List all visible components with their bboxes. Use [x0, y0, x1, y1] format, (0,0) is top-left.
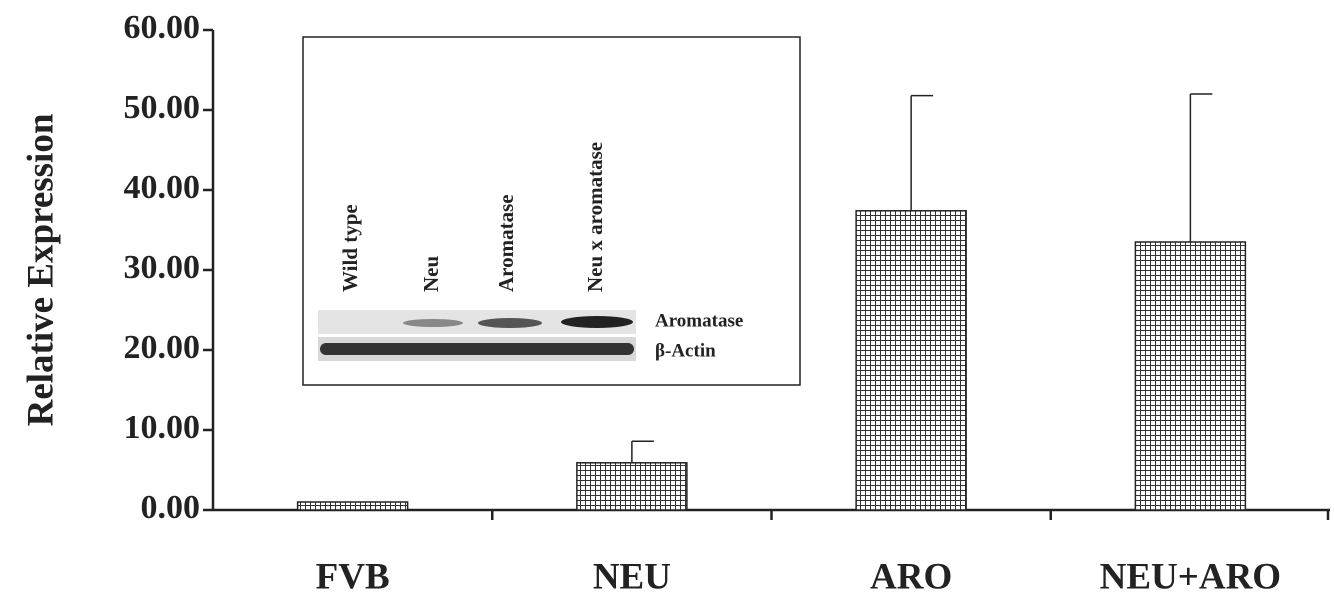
y-tick-label: 50.00: [124, 89, 201, 126]
blot-band: [320, 343, 634, 355]
x-tick-label: ARO: [870, 556, 952, 597]
lane-label: Neu: [419, 256, 443, 292]
row-label: β-Actin: [655, 340, 716, 361]
y-axis-label: Relative Expression: [20, 113, 61, 426]
blot-band: [561, 316, 633, 328]
y-tick-label: 30.00: [124, 249, 201, 286]
bar: [577, 463, 687, 510]
y-tick-label: 10.00: [124, 409, 201, 446]
bar: [298, 502, 408, 510]
y-tick-label: 40.00: [124, 169, 201, 206]
lane-label: Wild type: [338, 204, 362, 292]
chart: Relative Expression Wild type Neu Aromatas…: [0, 0, 1334, 599]
blot-band: [478, 318, 542, 328]
row-label: Aromatase: [655, 310, 743, 331]
x-tick-label: FVB: [316, 556, 390, 597]
y-tick-label: 60.00: [124, 9, 201, 46]
inset-blot: Wild type Neu Aromatase Neu x aromatase Arom…: [303, 37, 800, 385]
y-tick-label: 20.00: [124, 329, 201, 366]
bar: [1135, 242, 1245, 510]
lane-label: Aromatase: [494, 194, 518, 292]
x-tick-label: NEU+ARO: [1100, 556, 1281, 597]
bar: [856, 211, 966, 510]
blot-band: [403, 319, 463, 327]
lane-label: Neu x aromatase: [583, 142, 607, 292]
x-tick-label: NEU: [593, 556, 671, 597]
y-tick-label: 0.00: [141, 489, 201, 526]
